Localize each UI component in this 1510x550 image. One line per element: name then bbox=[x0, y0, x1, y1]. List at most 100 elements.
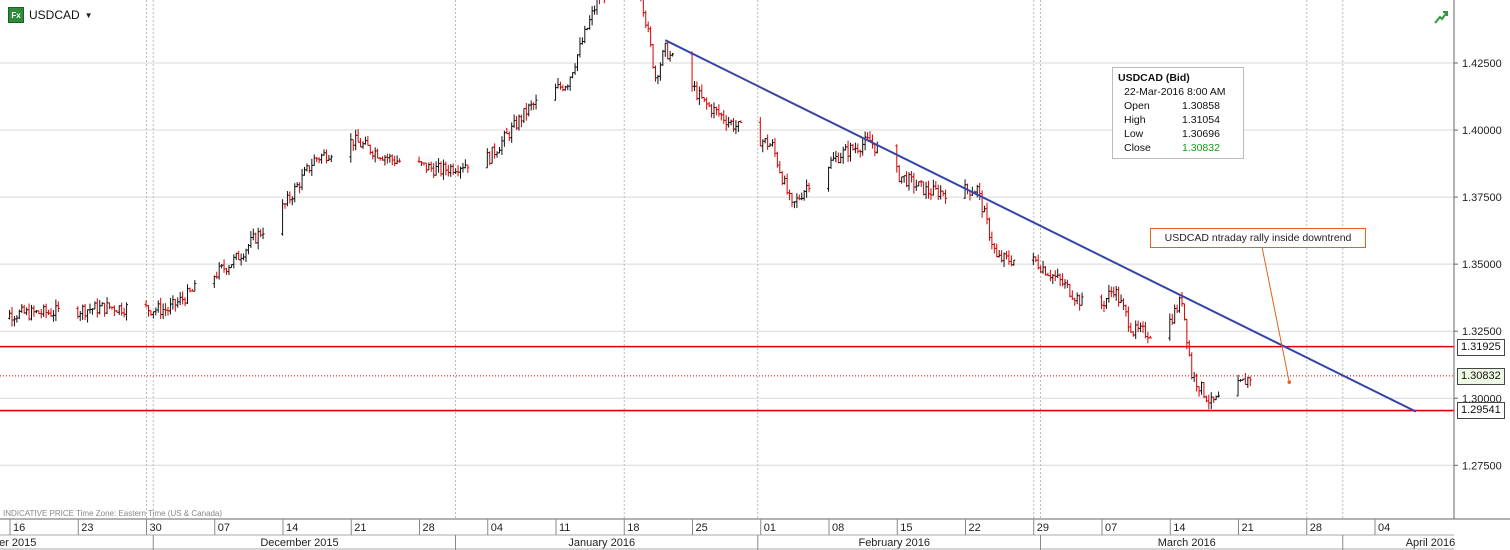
candle bbox=[1070, 290, 1074, 300]
candle bbox=[1122, 298, 1125, 310]
candle bbox=[388, 153, 392, 163]
x-tick-label: 07 bbox=[1105, 522, 1117, 534]
candle bbox=[646, 21, 650, 33]
candle bbox=[232, 254, 236, 269]
candle bbox=[1031, 252, 1035, 265]
tooltip-value: 1.30832 bbox=[1182, 142, 1220, 154]
x-tick-label: 11 bbox=[559, 522, 570, 534]
candle bbox=[98, 299, 102, 315]
candle bbox=[359, 138, 363, 148]
candle bbox=[1104, 297, 1108, 309]
tooltip-label: Low bbox=[1124, 128, 1144, 140]
candle bbox=[654, 65, 657, 82]
candle bbox=[534, 94, 538, 110]
candle bbox=[505, 128, 509, 135]
candle bbox=[100, 302, 104, 307]
candle bbox=[215, 271, 219, 279]
candle bbox=[324, 149, 328, 164]
candle bbox=[1209, 392, 1213, 410]
candle bbox=[1112, 286, 1116, 298]
candle bbox=[315, 156, 319, 163]
tooltip-row-high: High 1.31054 bbox=[1118, 113, 1238, 127]
month-label: November 2015 bbox=[0, 537, 36, 549]
candle bbox=[159, 297, 163, 319]
y-tick-label: 1.27500 bbox=[1462, 460, 1502, 472]
candle bbox=[1139, 322, 1143, 333]
candle bbox=[1056, 268, 1060, 279]
candle bbox=[839, 152, 843, 164]
candle bbox=[712, 102, 716, 119]
candle bbox=[853, 142, 857, 154]
candle bbox=[580, 37, 584, 45]
candle bbox=[120, 302, 124, 316]
x-tick-label: 14 bbox=[1173, 522, 1185, 534]
candle bbox=[773, 138, 777, 157]
candle bbox=[281, 199, 285, 236]
candle bbox=[1197, 386, 1201, 397]
candle bbox=[697, 86, 701, 106]
annotation-box[interactable]: USDCAD ntraday rally inside downtrend bbox=[1150, 228, 1366, 248]
candle bbox=[424, 162, 428, 173]
candle bbox=[427, 162, 431, 171]
candle bbox=[1180, 291, 1184, 307]
candle bbox=[778, 160, 782, 174]
symbol-selector[interactable]: Fx USDCAD ▼ bbox=[8, 7, 93, 23]
candle bbox=[254, 232, 258, 244]
candle bbox=[329, 154, 333, 163]
candle bbox=[590, 6, 594, 26]
month-label: March 2016 bbox=[1158, 537, 1216, 549]
month-label: February 2016 bbox=[858, 537, 930, 549]
candle bbox=[463, 159, 467, 169]
candle bbox=[83, 303, 87, 320]
candle bbox=[532, 102, 536, 110]
candle bbox=[507, 131, 511, 142]
candle bbox=[12, 315, 16, 327]
candle bbox=[524, 103, 528, 121]
candle bbox=[451, 163, 455, 175]
candle bbox=[829, 156, 833, 169]
candle bbox=[429, 161, 433, 172]
tooltip-row-low: Low 1.30696 bbox=[1118, 127, 1238, 141]
candle bbox=[556, 77, 560, 89]
candle bbox=[446, 164, 450, 177]
y-tick-label: 1.37500 bbox=[1462, 192, 1502, 204]
candle bbox=[1178, 296, 1182, 313]
downtrend-line bbox=[664, 39, 1417, 413]
x-tick-label: 29 bbox=[1037, 522, 1049, 534]
candle bbox=[573, 63, 577, 75]
candle bbox=[1185, 318, 1189, 350]
candle bbox=[434, 161, 438, 176]
candle bbox=[1075, 292, 1079, 305]
candle bbox=[522, 108, 526, 124]
candle bbox=[785, 173, 789, 195]
candle bbox=[122, 307, 126, 318]
candle bbox=[836, 152, 840, 164]
candle bbox=[651, 43, 655, 69]
trend-arrow-icon[interactable] bbox=[1434, 10, 1448, 29]
tooltip-value: 1.31054 bbox=[1182, 114, 1220, 126]
candle bbox=[568, 76, 572, 91]
candle bbox=[588, 15, 592, 30]
candle bbox=[795, 193, 799, 208]
chevron-down-icon[interactable]: ▼ bbox=[84, 10, 93, 20]
x-tick-label: 25 bbox=[696, 522, 708, 534]
candle bbox=[15, 315, 19, 323]
candle bbox=[432, 162, 436, 179]
candle bbox=[10, 306, 14, 327]
candle bbox=[868, 131, 872, 142]
candle bbox=[1065, 279, 1069, 288]
footer-note: INDICATIVE PRICE Time Zone: Eastern Time… bbox=[3, 509, 223, 518]
candle bbox=[827, 166, 831, 192]
candle bbox=[171, 295, 175, 310]
candle bbox=[917, 181, 921, 187]
candle bbox=[144, 300, 148, 308]
candle bbox=[1202, 382, 1206, 399]
candle bbox=[27, 303, 31, 321]
candle bbox=[666, 40, 670, 60]
candle bbox=[766, 134, 770, 150]
candle bbox=[376, 148, 380, 159]
candle bbox=[944, 189, 948, 204]
candle bbox=[441, 159, 445, 180]
